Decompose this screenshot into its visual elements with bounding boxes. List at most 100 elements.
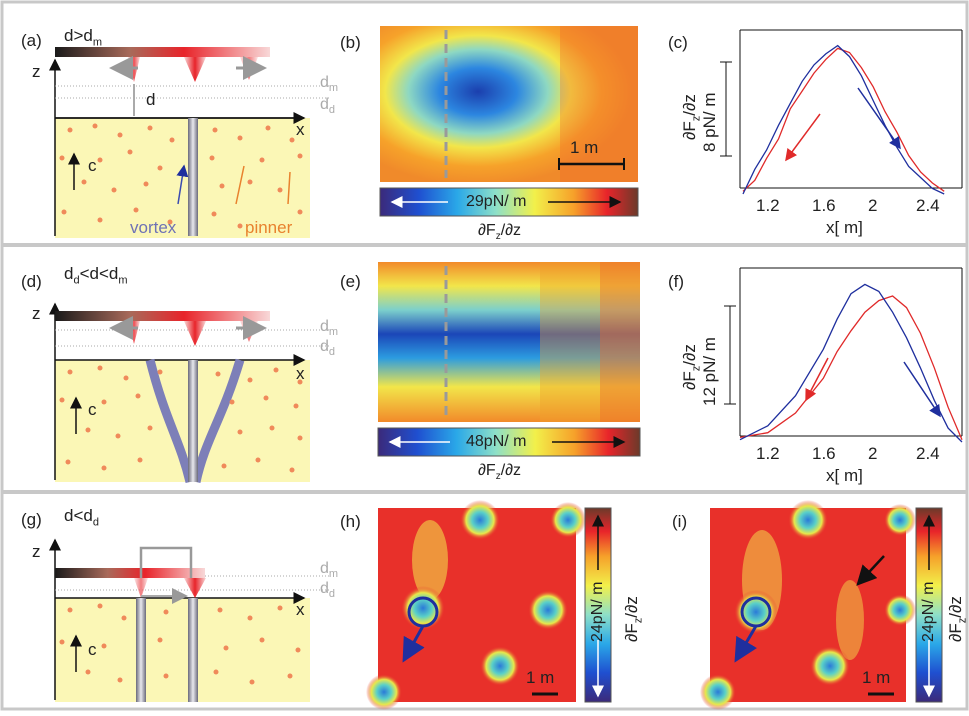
cb-h-axis-sub: z	[632, 617, 645, 624]
ylabel-f-text: ∂F	[680, 371, 699, 390]
pinner-label: pinner	[245, 218, 293, 237]
colorbar-e-label: 48pN/ m	[466, 433, 527, 450]
scalebar-b-label: 1 m	[570, 138, 599, 157]
z-label-a: z	[32, 62, 41, 81]
vortex-core-g-left	[136, 598, 146, 702]
pinners-a	[59, 123, 303, 229]
sample-region-g	[55, 598, 310, 702]
dm-label-g: dm	[320, 560, 338, 580]
panel-b-image	[380, 26, 638, 182]
condition-d-pre: d	[64, 264, 74, 283]
colorbar-i-label: 24pN/ m	[920, 581, 937, 642]
c-axis-label-a: c	[88, 156, 97, 175]
chart-f-plot	[739, 283, 963, 443]
vortex-core-g-right	[188, 598, 198, 702]
dd-label-g: dd	[320, 580, 335, 600]
chart-f-series-0	[739, 295, 963, 440]
z-label-d: z	[32, 304, 41, 323]
cb-i-axis-end: /∂z	[946, 596, 965, 618]
scan-arrow-f-blue	[903, 361, 941, 418]
cb-i-axis-text: ∂F	[946, 623, 965, 642]
condition-d-mid: <d<d	[79, 264, 119, 283]
arrow-i	[856, 555, 885, 586]
dd-g-text: d	[320, 580, 329, 597]
dd-a-text: d	[320, 96, 329, 113]
cb-h-axis-text: ∂F	[622, 623, 641, 642]
chart-c-series-1	[742, 44, 945, 195]
condition-d-sub: m	[118, 274, 128, 287]
xtick-f-0: 1.2	[756, 444, 780, 463]
xlabel-f: x[ m]	[826, 466, 863, 485]
chart-f-series-1	[739, 283, 963, 443]
vortex-core-a	[188, 118, 198, 236]
cb-b-axis-text: ∂F	[478, 222, 496, 239]
tip-g	[184, 578, 206, 598]
cb-i-axis-sub: z	[956, 617, 969, 624]
cantilever-g	[55, 568, 205, 578]
panel-label-f: (f)	[668, 272, 685, 291]
panel-g-schematic	[49, 538, 330, 702]
cb-b-axis-sub: z	[495, 231, 501, 243]
scale-c: 8 pN/ m	[700, 92, 719, 152]
dd-d-text: d	[320, 338, 329, 355]
dm-g-sub: m	[328, 568, 339, 581]
panel-label-e: (e)	[340, 272, 361, 291]
dd-a-sub: d	[328, 104, 336, 117]
cantilever-d	[55, 311, 270, 321]
panel-label-g: (g)	[21, 510, 42, 529]
colorbar-b-label: 29pN/ m	[466, 193, 527, 210]
scale-f: 12 pN/ m	[700, 337, 719, 406]
xtick-c-0: 1.2	[756, 196, 780, 215]
xtick-f-2: 2	[868, 444, 878, 463]
tip-d	[184, 321, 206, 346]
dd-label-d: dd	[320, 338, 335, 358]
cb-e-axis-text: ∂F	[478, 462, 496, 479]
colorbar-h-axis: ∂Fz/∂z	[622, 596, 644, 642]
scalebar-i-label: 1 m	[862, 668, 891, 687]
c-axis-label-g: c	[88, 640, 97, 659]
scan-arrow-f-red	[805, 357, 829, 402]
scan-arrow-c-red	[785, 113, 821, 162]
ylabel-c-text: ∂F	[680, 121, 699, 140]
scalebar-h-label: 1 m	[526, 668, 555, 687]
cb-e-axis-end: /∂z	[500, 462, 522, 479]
condition-a: d>dm	[64, 26, 102, 48]
xtick-c-1: 1.6	[812, 196, 836, 215]
condition-a-sub: m	[92, 36, 103, 49]
panel-d-schematic	[49, 302, 330, 484]
panel-h-image	[366, 500, 586, 710]
colorbar-i-axis: ∂Fz/∂z	[946, 596, 968, 642]
chart-c-axes	[720, 29, 963, 189]
tip-a	[184, 57, 206, 82]
dm-label-d: dm	[320, 318, 338, 338]
chart-c-series-0	[742, 47, 945, 192]
dm-a-text: d	[320, 74, 329, 91]
c-axis-label-d: c	[88, 400, 97, 419]
panel-label-a: (a)	[21, 31, 42, 50]
ylabel-c-end: /∂z	[680, 94, 699, 116]
colorbar-b-axis: ∂Fz/∂z	[478, 222, 521, 242]
x-label-d: x	[296, 364, 305, 383]
dd-label-a: dd	[320, 96, 335, 116]
condition-g-text: d<d	[64, 506, 93, 525]
x-label-a: x	[296, 120, 305, 139]
xtick-c-3: 2.4	[916, 196, 940, 215]
condition-a-text: d>d	[64, 26, 93, 45]
pinners-g	[59, 603, 301, 685]
scan-arrow-c-blue	[857, 87, 901, 150]
d-label-a: d	[146, 90, 156, 109]
condition-d: dd<d<dm	[64, 264, 128, 286]
pinners-d	[59, 365, 303, 473]
cb-b-axis-end: /∂z	[500, 222, 522, 239]
dd-g-sub: d	[328, 588, 336, 601]
panel-label-d: (d)	[21, 272, 42, 291]
x-label-g: x	[296, 600, 305, 619]
panel-e-image	[378, 262, 640, 422]
panel-a-schematic	[49, 47, 330, 238]
dm-d-sub: m	[328, 326, 339, 339]
xtick-c-2: 2	[868, 196, 878, 215]
xtick-f-3: 2.4	[916, 444, 940, 463]
condition-g-sub: d	[92, 516, 99, 529]
